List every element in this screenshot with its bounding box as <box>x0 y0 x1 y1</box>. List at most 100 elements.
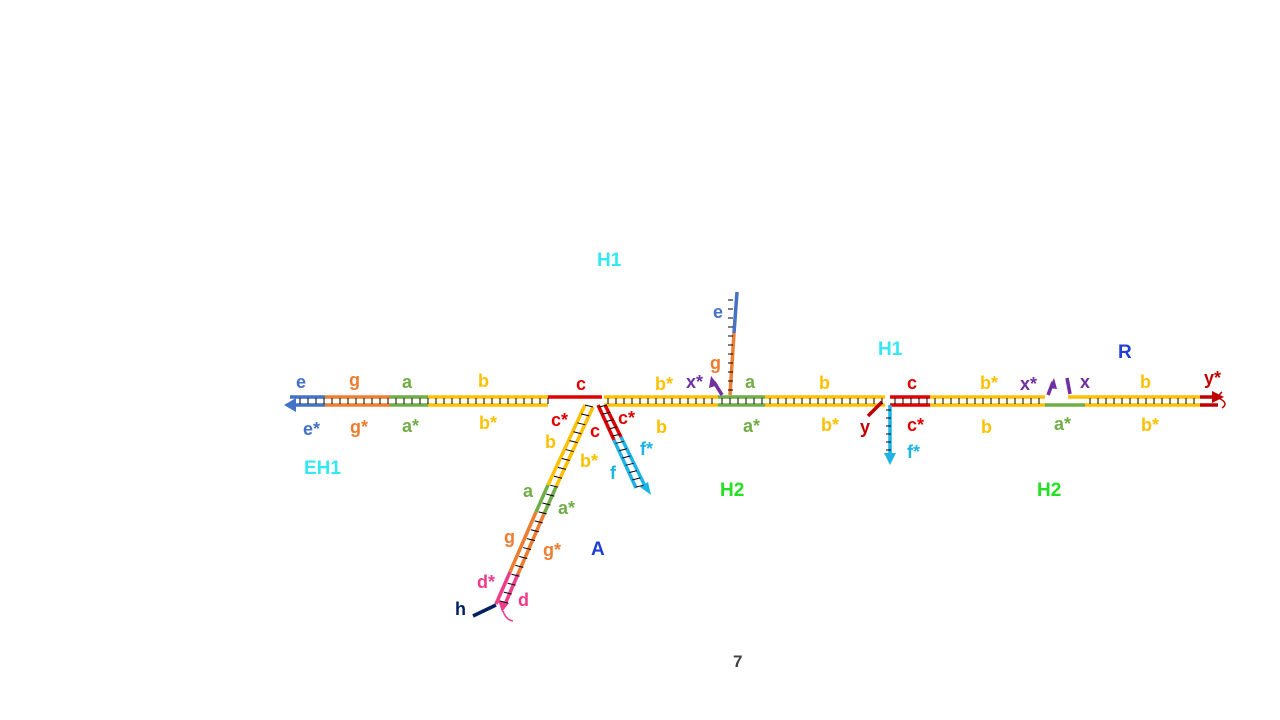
strand-a-diag-left <box>534 484 550 513</box>
strand-d-diag-right <box>504 573 520 603</box>
name-a-complex: A <box>591 539 605 560</box>
base-pair-tick <box>507 582 516 586</box>
strand-y-mid <box>866 400 884 418</box>
base-pair-ticks <box>299 299 1195 604</box>
base-pair-tick <box>584 404 594 408</box>
dna-strands <box>284 291 1226 622</box>
label-b-bottom: b* <box>479 413 497 433</box>
label-fstar-arm: f* <box>640 439 653 459</box>
base-pair-tick <box>519 555 528 559</box>
label-bstar-mid: b* <box>655 374 673 394</box>
label-c-top: c <box>576 374 586 394</box>
base-pair-tick <box>608 426 618 430</box>
label-b-diag: b <box>545 432 556 452</box>
base-pair-tick <box>622 455 631 459</box>
label-b-top: b <box>478 371 489 391</box>
label-g-top: g <box>349 370 360 390</box>
squiggle-d-end <box>502 610 514 622</box>
label-astar-diag: a* <box>558 498 575 518</box>
label-bstar-far: b* <box>1141 415 1159 435</box>
base-pair-tick <box>503 591 512 595</box>
base-pair-tick <box>534 520 543 524</box>
arrow-y-far <box>1212 391 1224 403</box>
label-c-mid: c <box>907 373 917 393</box>
strand-x-right <box>1065 377 1072 395</box>
base-pair-tick <box>553 475 563 479</box>
label-b-arm: b <box>656 417 667 437</box>
label-bstar-diag: b* <box>580 451 598 471</box>
strand-a-diag-right <box>542 486 558 515</box>
label-b-mid: b <box>819 373 830 393</box>
label-astar-right: a* <box>1054 414 1071 434</box>
base-pair-tick <box>632 477 641 481</box>
base-pair-tick <box>530 529 539 533</box>
label-e-vertical: e <box>713 302 723 322</box>
strand-g-diag-right <box>516 513 546 575</box>
base-pair-tick <box>625 462 634 466</box>
name-h2-left: H2 <box>720 480 744 501</box>
label-astar-mid: a* <box>743 416 760 436</box>
base-pair-tick <box>635 484 644 488</box>
strand-b-diag-left <box>546 404 587 486</box>
label-b-right-bottom: b <box>981 417 992 437</box>
arrow-f-arm <box>640 482 651 495</box>
base-pair-tick <box>538 511 547 515</box>
strand-h <box>472 603 497 618</box>
label-a-top: a <box>402 372 413 392</box>
label-cstar-mid: c* <box>907 415 924 435</box>
base-pair-tick <box>569 440 578 444</box>
label-cstar-right: c* <box>618 408 635 428</box>
strand-b-diag-right <box>554 406 595 488</box>
base-pair-tick <box>522 547 532 551</box>
base-pair-tick <box>565 449 574 453</box>
strand-g-vertical <box>728 332 736 396</box>
base-pair-tick <box>628 470 638 474</box>
strand-g-diag-left <box>508 511 538 573</box>
label-gstar-diag: g* <box>543 540 561 560</box>
base-pair-tick <box>557 466 567 470</box>
base-pair-tick <box>573 431 582 435</box>
base-pair-tick <box>550 484 559 488</box>
base-pair-tick <box>618 448 628 452</box>
label-e-bottom: e* <box>303 419 320 439</box>
label-f-arm: f <box>610 463 617 483</box>
base-pair-tick <box>577 422 586 426</box>
base-pair-tick <box>515 564 524 568</box>
arrow-xstar-mid <box>709 376 718 388</box>
base-pair-tick <box>511 573 520 577</box>
base-pair-tick <box>605 419 614 423</box>
segment-labels: e g a b c e* g* a* b* c* c* c b f f* b b… <box>296 302 1221 619</box>
label-bstar-mid2: b* <box>821 415 839 435</box>
label-a-diag: a <box>523 481 534 501</box>
label-g-vertical: g <box>710 353 721 373</box>
base-pair-tick <box>542 502 551 506</box>
strand-c-arm-left <box>596 404 616 441</box>
label-a-bottom: a* <box>402 416 419 436</box>
base-pair-tick <box>602 411 611 415</box>
strand-c-arm-right <box>603 404 623 438</box>
base-pair-tick <box>581 413 590 417</box>
strand-fstar-arm <box>619 436 647 487</box>
arrow-fstar-mid <box>884 453 896 465</box>
name-r-complex: R <box>1118 342 1132 363</box>
base-pair-tick <box>526 538 536 542</box>
label-x-right: x <box>1080 372 1090 392</box>
label-ystar-far: y* <box>1204 368 1221 388</box>
page-number: 7 <box>733 652 742 671</box>
arrow-xstar-right <box>1049 378 1057 389</box>
base-pair-tick <box>561 457 570 461</box>
label-xstar-right: x* <box>1020 374 1037 394</box>
label-h-diag: h <box>455 599 466 619</box>
label-dstar-diag: d* <box>477 572 495 592</box>
base-pair-tick <box>546 493 555 497</box>
label-b-far: b <box>1140 372 1151 392</box>
label-c-arm: c <box>590 421 600 441</box>
label-e-top: e <box>296 372 306 392</box>
label-g-diag: g <box>504 527 515 547</box>
strand-d-diag-left <box>494 571 512 605</box>
base-pair-tick <box>615 440 624 444</box>
name-h1-right: H1 <box>878 339 903 360</box>
label-bstar-right: b* <box>980 373 998 393</box>
label-fstar-mid: f* <box>907 442 920 462</box>
